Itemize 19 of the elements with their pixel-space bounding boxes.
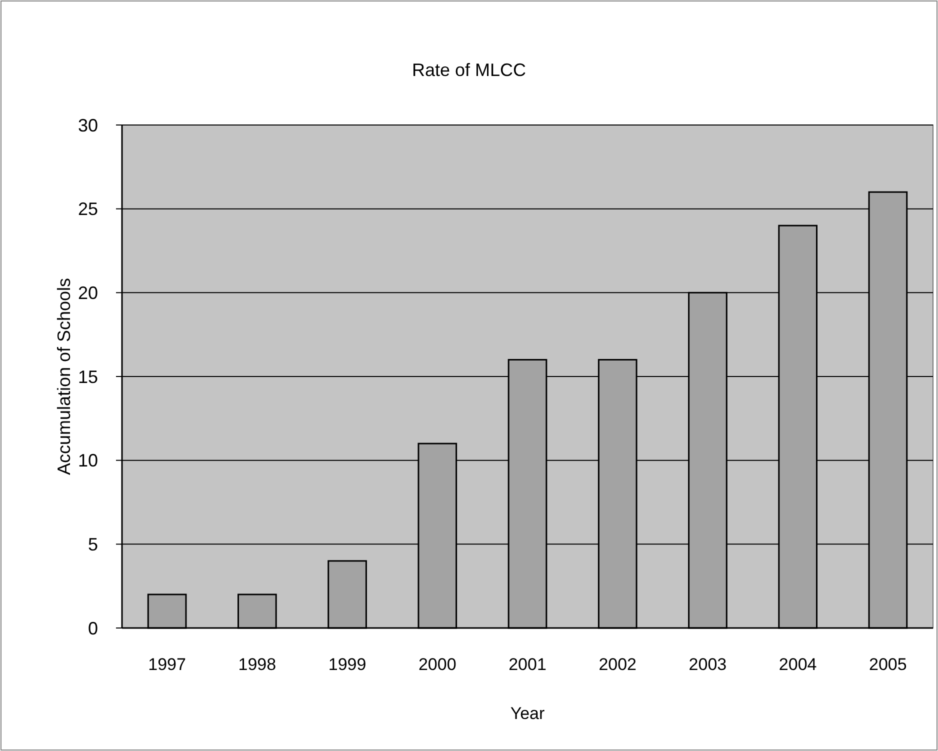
y-tick-label: 30 [78,115,98,136]
x-tick-label: 2000 [418,655,456,674]
x-tick-label: 2003 [688,655,727,674]
x-tick-label: 1997 [148,655,186,674]
x-tick-label: 1999 [328,655,366,674]
chart-title: Rate of MLCC [412,60,526,80]
y-tick-label: 25 [78,199,98,220]
y-tick-label: 15 [78,366,98,387]
x-tick-label: 2001 [508,655,546,674]
x-tick-label: 2005 [869,655,907,674]
y-axis-title: Accumulation of Schools [54,278,74,476]
x-tick-label: 2002 [598,655,637,674]
y-tick-label: 5 [88,534,98,554]
y-tick-label: 20 [78,282,98,303]
x-axis-title: Year [510,704,546,723]
x-tick-label: 1998 [238,655,276,674]
y-tick-label: 0 [88,618,98,638]
x-tick-label: 2004 [778,655,817,674]
y-tick-label: 10 [78,450,98,471]
